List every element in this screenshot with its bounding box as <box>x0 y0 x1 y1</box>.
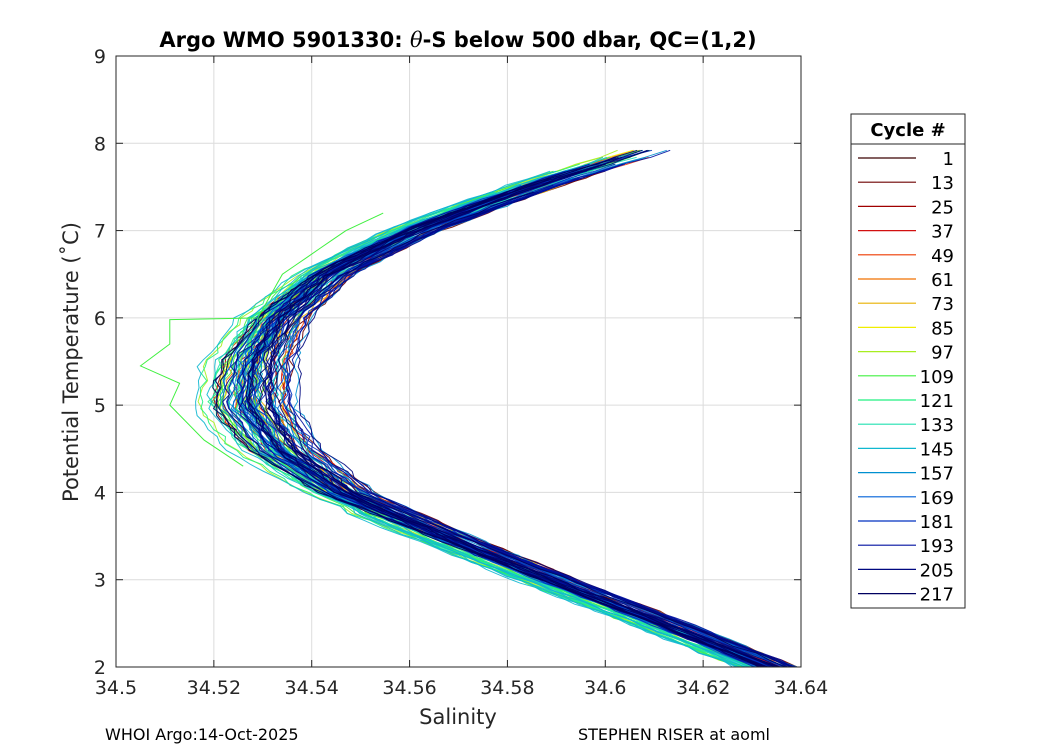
profile-line <box>296 191 792 668</box>
legend-box <box>850 113 966 609</box>
profile-line <box>285 163 794 668</box>
title-prefix: Argo WMO 5901330: <box>159 28 410 52</box>
legend: Cycle # 1 13 25 37 49 61 73 85 97 109 121 133 145 157… <box>850 113 966 609</box>
legend-label-193: 193 <box>920 536 954 557</box>
y-tick-label: 9 <box>94 46 106 68</box>
legend-label-109: 109 <box>920 367 954 388</box>
profile-line <box>215 149 766 668</box>
legend-label-217: 217 <box>920 585 954 606</box>
profile-line <box>206 156 750 668</box>
legend-label-25: 25 <box>931 197 954 218</box>
x-tick-label: 34.56 <box>382 677 436 699</box>
chart-title: Argo WMO 5901330: θ-S below 500 dbar, QC… <box>159 28 756 52</box>
legend-items: 1 13 25 37 49 61 73 85 97 109 121 133 145 157 169 181 19… <box>858 149 954 606</box>
legend-title: Cycle # <box>870 120 945 141</box>
profile-line <box>281 163 784 668</box>
x-tick-label: 34.52 <box>187 677 241 699</box>
legend-label-169: 169 <box>920 488 954 509</box>
legend-label-121: 121 <box>920 391 954 412</box>
x-tick-label: 34.6 <box>584 677 626 699</box>
footer-date: WHOI Argo:14-Oct-2025 <box>105 725 299 744</box>
y-tick-label: 6 <box>94 308 106 330</box>
legend-label-157: 157 <box>920 464 954 485</box>
legend-label-13: 13 <box>931 173 954 194</box>
profile-line <box>245 149 780 668</box>
y-tick-label: 3 <box>94 570 106 592</box>
x-axis-ticks: 34.5 34.52 34.54 34.56 34.58 34.6 34.62 34.64 <box>95 56 828 699</box>
y-axis-ticks: 2 3 4 5 6 7 8 9 <box>94 46 801 679</box>
legend-label-61: 61 <box>931 270 954 291</box>
title-theta-symbol: θ <box>410 28 423 52</box>
y-tick-label: 5 <box>94 395 106 417</box>
legend-label-145: 145 <box>920 439 954 460</box>
legend-label-85: 85 <box>931 318 954 339</box>
profile-line <box>266 156 769 668</box>
legend-label-181: 181 <box>920 512 954 533</box>
x-tick-label: 34.62 <box>676 677 730 699</box>
legend-label-37: 37 <box>931 222 954 243</box>
y-tick-label: 7 <box>94 221 106 243</box>
x-tick-label: 34.58 <box>480 677 534 699</box>
y-tick-label: 2 <box>94 657 106 679</box>
legend-label-97: 97 <box>931 343 954 364</box>
title-suffix: -S below 500 dbar, QC=(1,2) <box>423 28 757 52</box>
x-axis-label: Salinity <box>419 705 497 729</box>
y-tick-label: 4 <box>94 482 106 504</box>
profile-lines <box>139 149 798 668</box>
legend-label-1: 1 <box>943 149 954 170</box>
legend-label-205: 205 <box>920 560 954 581</box>
profile-line <box>275 163 776 668</box>
y-axis-label: Potential Temperature (˚C) <box>59 222 83 502</box>
plot-frame <box>115 55 802 668</box>
legend-label-49: 49 <box>931 246 954 267</box>
y-tick-label: 8 <box>94 133 106 155</box>
x-tick-label: 34.5 <box>95 677 137 699</box>
legend-label-73: 73 <box>931 294 954 315</box>
x-tick-label: 34.54 <box>285 677 339 699</box>
profile-line-outlier <box>139 212 384 467</box>
x-tick-label: 34.64 <box>774 677 828 699</box>
footer-credit: STEPHEN RISER at aoml <box>578 725 770 744</box>
legend-label-133: 133 <box>920 415 954 436</box>
